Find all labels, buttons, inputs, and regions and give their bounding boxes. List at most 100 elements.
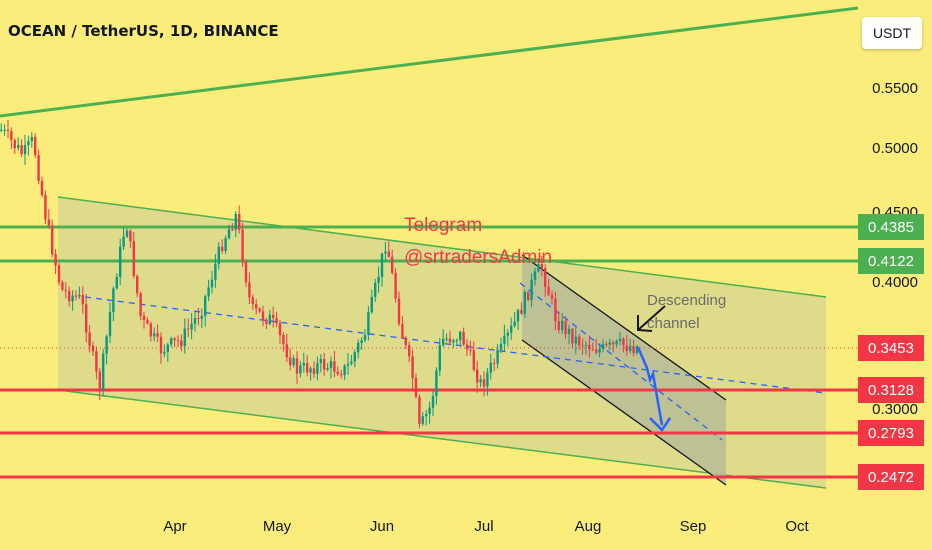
- candle-body: [268, 314, 271, 325]
- blue-dashed-projection: [519, 282, 723, 441]
- candle-body: [248, 282, 251, 298]
- candle-body: [13, 140, 16, 148]
- candle-body: [319, 359, 322, 364]
- candle-body: [486, 372, 489, 387]
- candle-body: [163, 351, 166, 354]
- candle-body: [493, 362, 496, 364]
- channel-pointer-head: [637, 315, 653, 332]
- candle-body: [431, 396, 435, 408]
- candle-body: [448, 338, 452, 343]
- candle-body: [523, 292, 526, 314]
- candle-body: [272, 314, 275, 319]
- candle-body: [234, 213, 237, 230]
- candle-body: [57, 265, 61, 283]
- candle-body: [374, 282, 377, 297]
- blue-dashed-trendline: [84, 296, 826, 394]
- price-label-bg: [858, 420, 924, 446]
- candle-body: [363, 334, 367, 341]
- candle-body: [282, 335, 285, 345]
- candle-body: [459, 331, 462, 341]
- candle-body: [231, 229, 234, 231]
- candle-body: [544, 268, 547, 287]
- channel-label-2: channel: [647, 315, 700, 332]
- candle-body: [23, 145, 27, 155]
- x-tick-label: Jul: [474, 518, 493, 535]
- candle-body: [360, 340, 363, 343]
- candle-body: [136, 275, 139, 294]
- price-label-bg: [858, 464, 924, 490]
- candle-body: [537, 264, 540, 272]
- price-label: 0.3128: [868, 382, 914, 399]
- candle-body: [40, 181, 44, 195]
- candle-body: [452, 340, 455, 343]
- candle-body: [533, 271, 537, 280]
- price-label: 0.2793: [868, 425, 914, 442]
- candle-body: [17, 145, 20, 148]
- candle-body: [227, 229, 231, 239]
- telegram-label: Telegram: [404, 215, 482, 236]
- candle-body: [173, 338, 176, 341]
- candle-body: [547, 286, 550, 295]
- price-label: 0.4385: [868, 219, 914, 236]
- price-label-bg: [858, 248, 924, 274]
- candle-body: [380, 253, 384, 277]
- candle-body: [47, 219, 50, 226]
- candle-body: [489, 362, 492, 373]
- candle-body: [367, 312, 370, 335]
- candle-body: [98, 371, 101, 390]
- candle-body: [584, 344, 588, 346]
- candle-body: [333, 361, 336, 372]
- candle-body: [574, 336, 577, 344]
- candle-body: [353, 352, 356, 362]
- candle-body: [132, 241, 135, 276]
- candle-body: [64, 289, 67, 291]
- price-label: 0.3453: [868, 340, 914, 357]
- candle-body: [102, 353, 105, 390]
- candle-body: [278, 323, 282, 336]
- candle-body: [238, 213, 241, 230]
- candle-body: [510, 325, 513, 333]
- candle-body: [244, 262, 248, 283]
- candle-body: [27, 141, 30, 146]
- candle-body: [442, 338, 445, 346]
- candle-body: [115, 276, 118, 289]
- candle-body: [571, 328, 574, 344]
- candle-body: [207, 287, 210, 297]
- currency-button[interactable]: USDT: [862, 17, 922, 49]
- candle-body: [176, 340, 180, 342]
- candle-body: [149, 323, 152, 337]
- channel-label-1: Descending: [647, 292, 726, 309]
- candle-body: [91, 345, 95, 352]
- candle-body: [292, 358, 295, 366]
- descending-channel-lower: [521, 339, 727, 486]
- candle-body: [68, 290, 71, 302]
- candle-body: [3, 129, 6, 131]
- candle-body: [6, 129, 10, 131]
- y-tick-label: 0.4000: [872, 274, 918, 291]
- candle-body: [210, 279, 214, 288]
- candle-body: [479, 379, 482, 383]
- candles: [0, 119, 639, 429]
- candle-body: [615, 340, 618, 345]
- candle-body: [428, 407, 431, 415]
- candle-body: [418, 396, 421, 424]
- candle-body: [122, 236, 125, 247]
- candle-body: [455, 340, 458, 342]
- candle-body: [632, 346, 635, 353]
- candle-body: [187, 328, 190, 330]
- candle-body: [397, 298, 401, 324]
- candle-body: [241, 229, 244, 263]
- candle-body: [71, 295, 74, 302]
- candle-body: [503, 335, 506, 344]
- x-tick-label: May: [263, 518, 292, 535]
- candle-body: [180, 340, 183, 347]
- candle-body: [170, 338, 173, 345]
- candle-body: [635, 346, 639, 353]
- candle-body: [336, 371, 339, 375]
- x-tick-label: Jun: [370, 518, 394, 535]
- candle-body: [81, 294, 84, 305]
- candle-body: [258, 308, 261, 312]
- price-label: 0.2472: [868, 469, 914, 486]
- candle-body: [377, 276, 380, 283]
